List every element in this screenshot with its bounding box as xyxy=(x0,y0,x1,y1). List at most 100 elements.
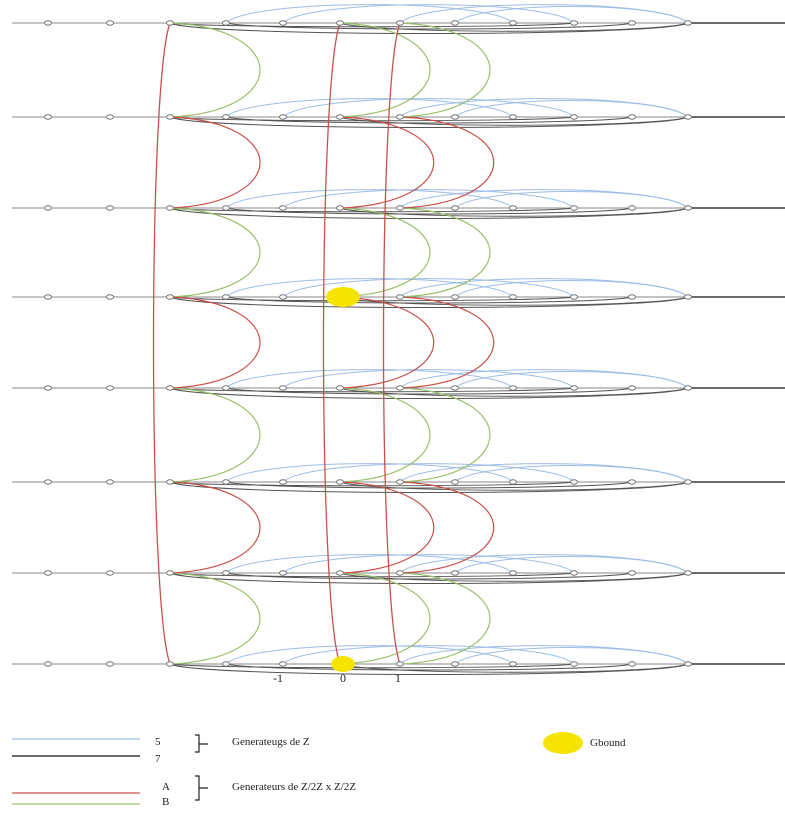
legend-gbound-marker xyxy=(543,732,583,754)
legend-title-ab: Generateurs de Z/2Z x Z/2Z xyxy=(232,781,356,793)
generator-5-arc xyxy=(225,4,514,24)
graph-node xyxy=(279,114,287,120)
generator-7-arc xyxy=(169,572,689,584)
generator-b-arc xyxy=(399,572,491,665)
graph-node xyxy=(570,479,578,485)
generator-b-arc xyxy=(339,387,431,483)
graph-node xyxy=(166,205,174,211)
generator-a-long-arc xyxy=(382,22,401,665)
generator-a-arc xyxy=(339,116,435,209)
graph-node xyxy=(106,294,114,300)
generator-b-arc xyxy=(339,572,431,665)
graph-node xyxy=(106,661,114,667)
graph-node xyxy=(684,294,692,300)
generator-7-arc xyxy=(169,296,689,308)
graph-node xyxy=(44,114,52,120)
graph-node xyxy=(451,661,459,667)
graph-node xyxy=(684,661,692,667)
graph-node xyxy=(106,479,114,485)
graph-node xyxy=(396,570,404,576)
generator-5-arc xyxy=(454,556,689,574)
generator-5-arc xyxy=(454,100,689,118)
graph-node xyxy=(451,479,459,485)
gbound-highlights xyxy=(326,287,360,672)
graph-node xyxy=(106,570,114,576)
generator-5-arc xyxy=(225,463,514,483)
graph-node xyxy=(451,294,459,300)
axis-label-one: 1 xyxy=(395,671,401,685)
generator-5-arc xyxy=(282,4,575,24)
legend-brace-ab xyxy=(195,775,208,801)
graph-node xyxy=(509,205,517,211)
graph-node xyxy=(106,114,114,120)
graph-node xyxy=(509,661,517,667)
generator-a-arc xyxy=(339,296,435,389)
generator-5-arc xyxy=(225,278,514,298)
graph-node xyxy=(222,570,230,576)
graph-node xyxy=(222,205,230,211)
graph-node xyxy=(279,205,287,211)
legend-label-5: 5 xyxy=(155,736,161,748)
graph-node xyxy=(166,570,174,576)
generator-5-arc xyxy=(454,647,689,665)
graph-node xyxy=(628,570,636,576)
generator-7-arc xyxy=(169,387,689,399)
graph-node xyxy=(166,114,174,120)
legend-label-b: B xyxy=(162,796,169,808)
generator-a-long-arc xyxy=(152,22,171,665)
graph-node xyxy=(106,20,114,26)
generator-b-arc xyxy=(399,207,491,298)
graph-node xyxy=(279,385,287,391)
graph-node xyxy=(684,479,692,485)
graph-node xyxy=(396,114,404,120)
generator-5-arc xyxy=(282,369,575,389)
legend: 5 7 Generateugs de Z A B Generateurs de … xyxy=(12,732,626,808)
generator-5-arc xyxy=(282,554,575,574)
generator-7-arc xyxy=(225,663,633,671)
graph-node xyxy=(44,20,52,26)
graph-node xyxy=(509,479,517,485)
generator-5-arc xyxy=(225,645,514,665)
axis-label-zero: 0 xyxy=(340,671,346,685)
graph-node xyxy=(451,20,459,26)
generator-7-edges xyxy=(12,22,785,675)
graph-node xyxy=(336,570,344,576)
generator-a-arc xyxy=(169,481,261,574)
legend-label-7: 7 xyxy=(155,753,161,765)
graph-node xyxy=(222,20,230,26)
graph-node xyxy=(684,385,692,391)
generator-b-arc xyxy=(399,387,491,483)
generator-5-arc xyxy=(282,98,575,118)
generator-7-arc xyxy=(225,481,633,489)
generator-a-arc xyxy=(339,481,435,574)
graph-node xyxy=(279,294,287,300)
graph-node xyxy=(684,20,692,26)
generator-5-arc xyxy=(282,645,575,665)
generator-7-arc xyxy=(225,22,633,30)
generator-7-arc xyxy=(225,572,633,580)
graph-node xyxy=(279,479,287,485)
legend-label-a: A xyxy=(162,781,170,793)
graph-node xyxy=(44,385,52,391)
graph-node xyxy=(222,114,230,120)
graph-node xyxy=(509,385,517,391)
generator-7-arc xyxy=(169,663,575,669)
graph-node xyxy=(396,294,404,300)
generator-b-edges xyxy=(169,22,491,665)
generator-b-arc xyxy=(169,572,261,665)
graph-node xyxy=(684,205,692,211)
graph-node xyxy=(222,294,230,300)
graph-node xyxy=(44,479,52,485)
generator-5-arc xyxy=(454,280,689,298)
graph-node xyxy=(628,294,636,300)
graph-node xyxy=(396,205,404,211)
generator-5-arc xyxy=(225,189,514,209)
generator-7-arc xyxy=(169,116,689,128)
graph-node xyxy=(570,294,578,300)
graph-node xyxy=(570,385,578,391)
graph-node xyxy=(628,114,636,120)
graph-node xyxy=(451,385,459,391)
generator-a-arc xyxy=(399,481,495,574)
legend-brace-z xyxy=(195,734,208,753)
